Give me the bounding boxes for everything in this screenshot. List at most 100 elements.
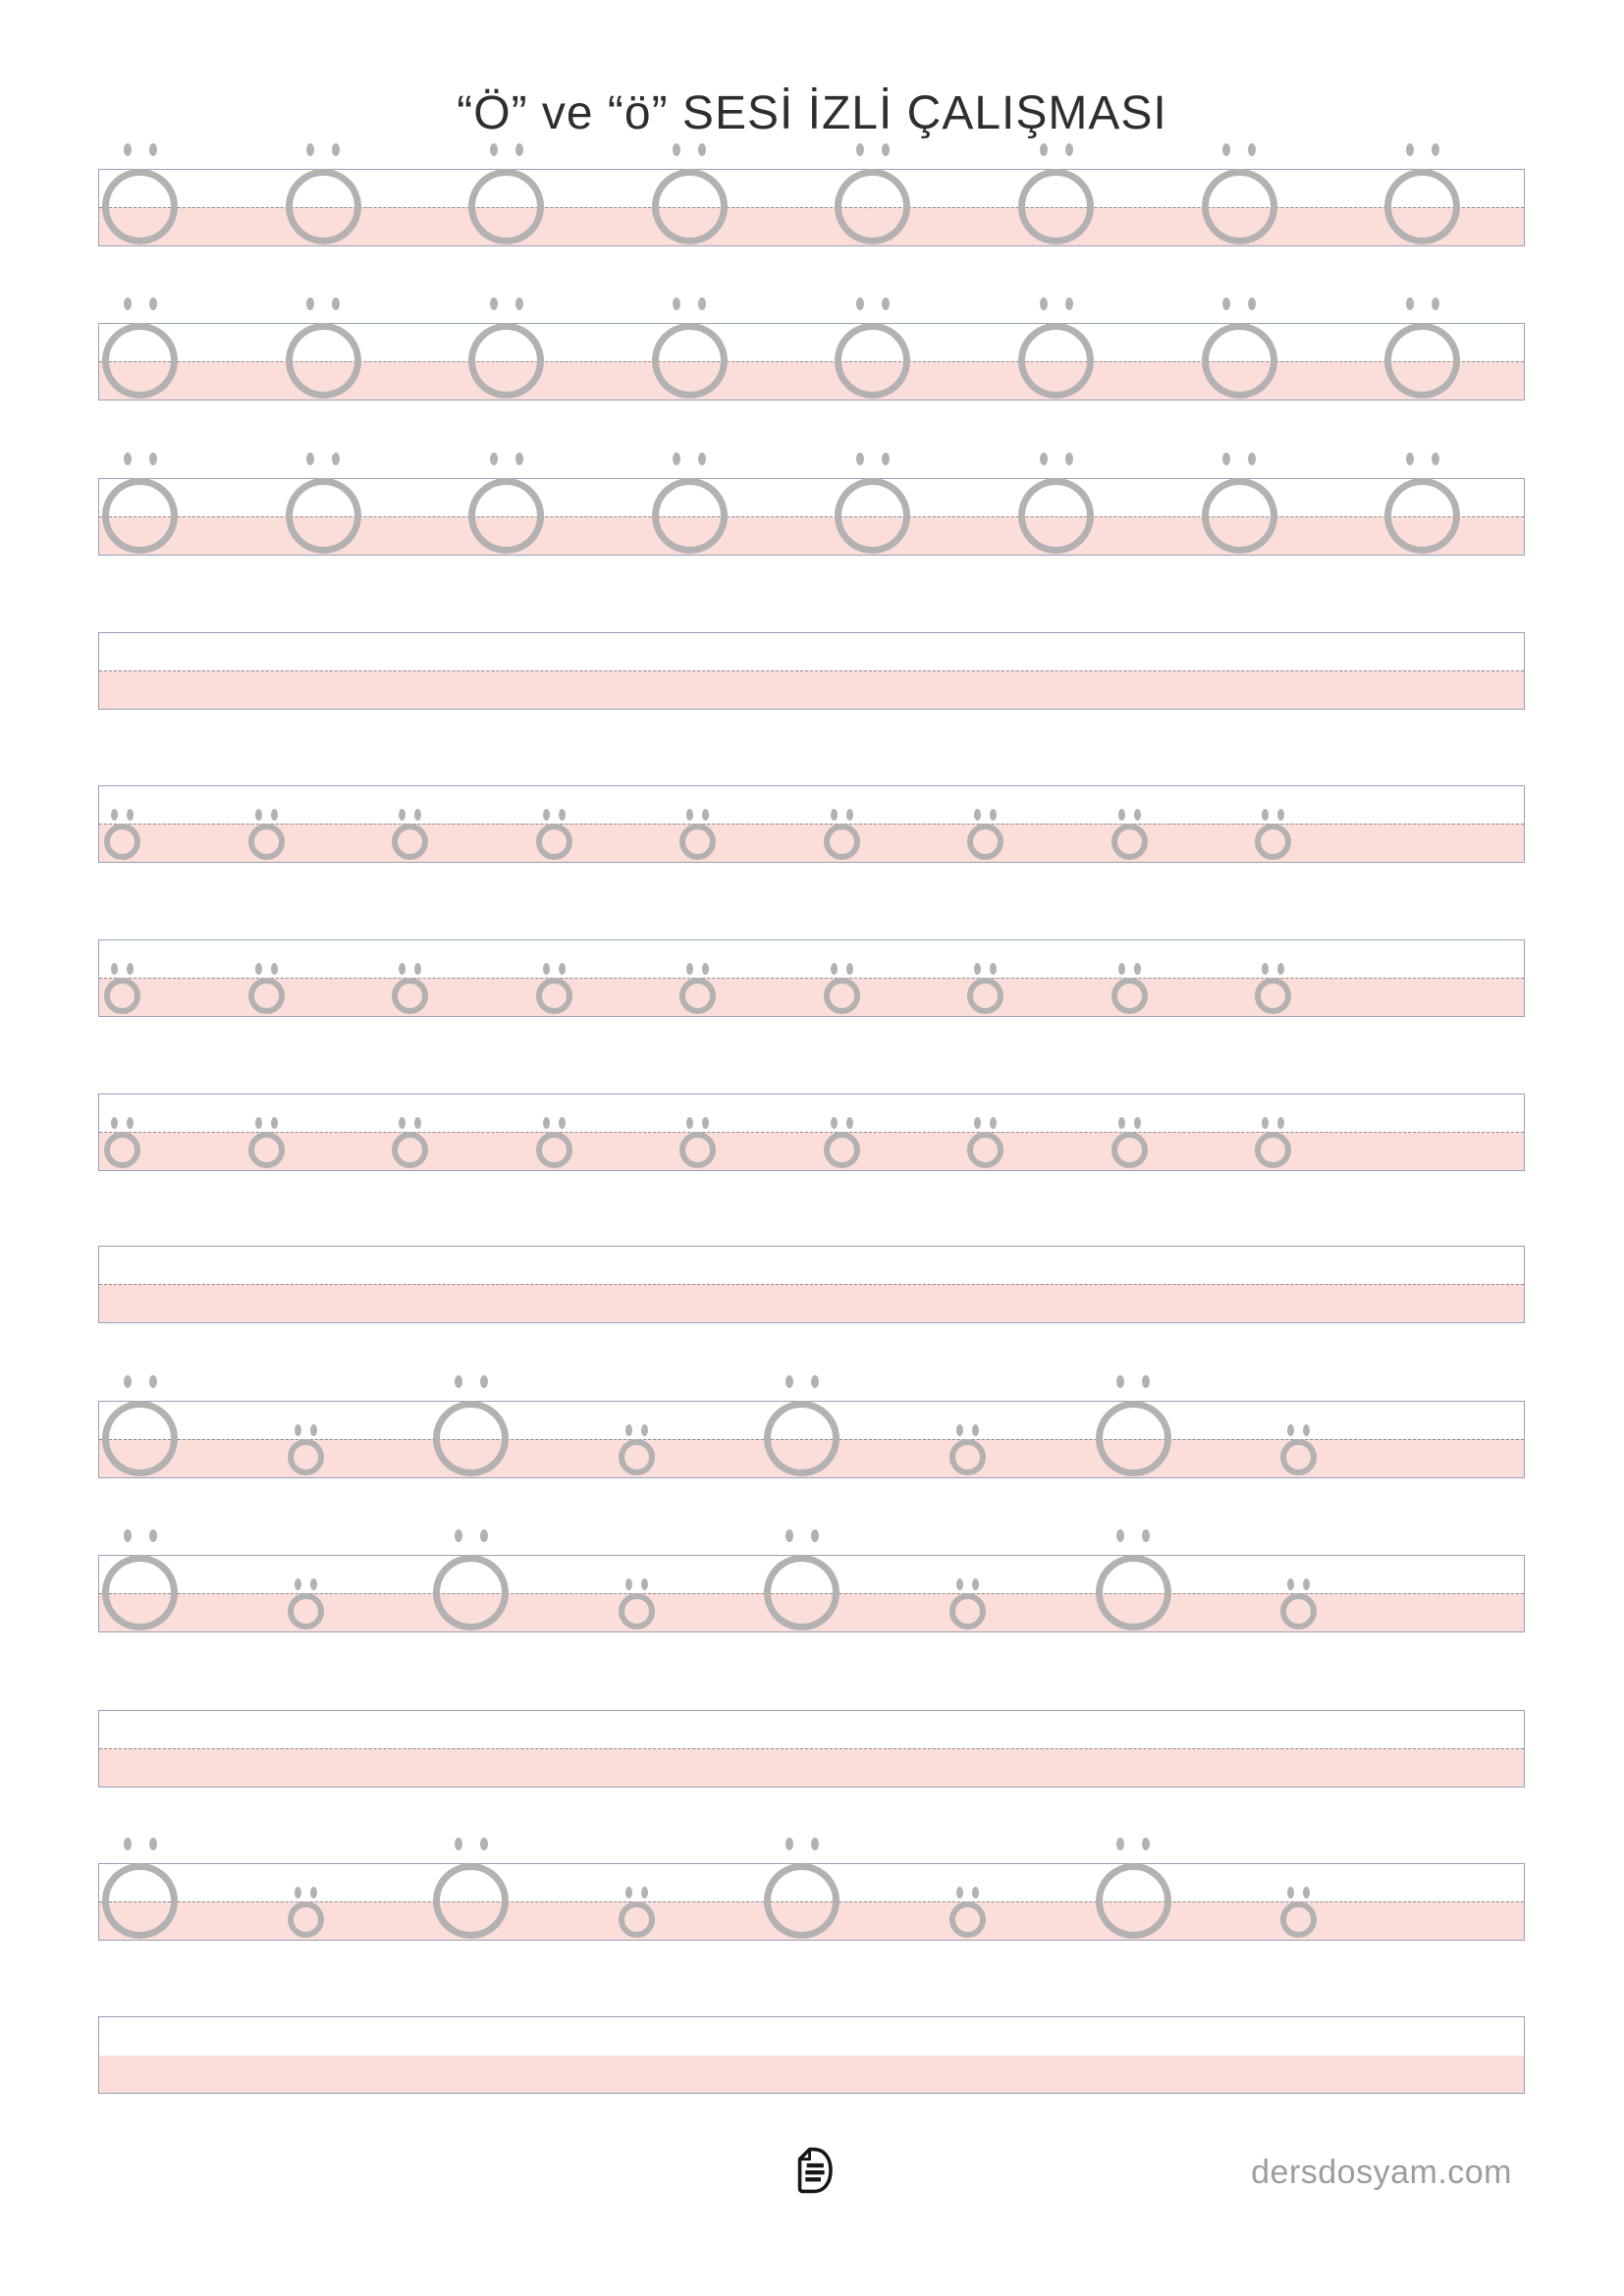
lowercase-o-trace-outline bbox=[823, 824, 860, 860]
lowercase-o-trace-outline bbox=[1280, 1901, 1318, 1938]
umlaut-dot bbox=[1116, 1375, 1125, 1388]
umlaut-dot bbox=[673, 297, 681, 310]
umlaut-dot bbox=[1117, 809, 1125, 821]
lowercase-o-trace-outline bbox=[618, 1439, 655, 1475]
umlaut-dot bbox=[1222, 143, 1231, 156]
umlaut-dot bbox=[972, 1424, 979, 1436]
umlaut-dot bbox=[111, 963, 118, 975]
lowercase-o-trace-outline bbox=[104, 1132, 140, 1168]
uppercase-O-trace-outline bbox=[764, 1863, 840, 1939]
practice-band-row-12-mixed bbox=[98, 1838, 1525, 1941]
umlaut-dot bbox=[294, 1887, 301, 1898]
umlaut-dot bbox=[640, 1887, 648, 1898]
uppercase-O-trace-outline bbox=[835, 478, 911, 554]
band-lower-pink-area bbox=[99, 2056, 1524, 2093]
umlaut-dot bbox=[990, 1117, 997, 1129]
umlaut-dot bbox=[673, 453, 681, 465]
umlaut-dot bbox=[810, 1375, 819, 1388]
umlaut-dot bbox=[1303, 1887, 1311, 1898]
umlaut-dot bbox=[254, 963, 262, 975]
umlaut-dot bbox=[990, 809, 997, 821]
lowercase-o-trace-outline bbox=[535, 1132, 572, 1168]
umlaut-dot bbox=[785, 1375, 793, 1388]
umlaut-dot bbox=[640, 1578, 648, 1590]
umlaut-dot bbox=[1039, 453, 1048, 465]
umlaut-dot bbox=[306, 143, 315, 156]
uppercase-O-trace-outline bbox=[468, 169, 545, 244]
umlaut-dot bbox=[1287, 1424, 1295, 1436]
umlaut-dot bbox=[306, 297, 315, 310]
umlaut-dot bbox=[1142, 1838, 1151, 1850]
umlaut-dot bbox=[956, 1887, 963, 1898]
umlaut-dot bbox=[698, 453, 707, 465]
umlaut-dot bbox=[123, 297, 132, 310]
umlaut-dot bbox=[1039, 143, 1048, 156]
umlaut-dot bbox=[972, 1887, 979, 1898]
umlaut-dot bbox=[489, 453, 498, 465]
umlaut-dot bbox=[558, 963, 566, 975]
lowercase-o-trace-outline bbox=[1255, 978, 1291, 1014]
uppercase-O-trace-outline bbox=[651, 323, 728, 399]
umlaut-dot bbox=[1064, 143, 1073, 156]
uppercase-O-trace-outline bbox=[1384, 478, 1461, 554]
lowercase-o-trace-outline bbox=[967, 978, 1003, 1014]
uppercase-O-trace-outline bbox=[1384, 169, 1461, 244]
umlaut-dot bbox=[514, 453, 523, 465]
umlaut-dot bbox=[1064, 453, 1073, 465]
umlaut-dot bbox=[558, 1117, 566, 1129]
umlaut-dot bbox=[1116, 1838, 1125, 1850]
umlaut-dot bbox=[624, 1578, 632, 1590]
umlaut-dot bbox=[1287, 1578, 1295, 1590]
practice-band-row-2-uppercase bbox=[98, 297, 1525, 400]
umlaut-dot bbox=[990, 963, 997, 975]
lowercase-o-trace-outline bbox=[247, 1132, 285, 1168]
umlaut-dot bbox=[1262, 809, 1269, 821]
practice-band-row-5-lowercase bbox=[98, 785, 1525, 863]
practice-band-row-3-uppercase bbox=[98, 453, 1525, 556]
uppercase-O-trace-outline bbox=[1018, 478, 1094, 554]
umlaut-dot bbox=[479, 1529, 488, 1542]
band-lower-pink-area bbox=[99, 824, 1524, 862]
lowercase-o-trace-outline bbox=[1110, 824, 1148, 860]
umlaut-dot bbox=[127, 809, 134, 821]
umlaut-dot bbox=[454, 1375, 462, 1388]
umlaut-dot bbox=[1277, 1117, 1284, 1129]
lowercase-o-trace-outline bbox=[679, 978, 716, 1014]
lowercase-o-trace-outline bbox=[247, 978, 285, 1014]
umlaut-dot bbox=[956, 1578, 963, 1590]
umlaut-dot bbox=[479, 1375, 488, 1388]
practice-band-row-8-empty bbox=[98, 1246, 1525, 1323]
umlaut-dot bbox=[332, 453, 341, 465]
uppercase-O-trace-outline bbox=[285, 169, 361, 244]
uppercase-O-trace-outline bbox=[1201, 169, 1277, 244]
umlaut-dot bbox=[702, 1117, 709, 1129]
lowercase-o-trace-outline bbox=[247, 824, 285, 860]
umlaut-dot bbox=[1248, 143, 1257, 156]
umlaut-dot bbox=[1142, 1375, 1151, 1388]
lowercase-o-trace-outline bbox=[535, 978, 572, 1014]
uppercase-O-trace-outline bbox=[1018, 169, 1094, 244]
umlaut-dot bbox=[1039, 297, 1048, 310]
umlaut-dot bbox=[270, 1117, 278, 1129]
band-lower-pink-area bbox=[99, 1132, 1524, 1170]
umlaut-dot bbox=[830, 963, 838, 975]
lowercase-o-trace-outline bbox=[1280, 1593, 1318, 1629]
umlaut-dot bbox=[127, 1117, 134, 1129]
umlaut-dot bbox=[148, 143, 157, 156]
band-upper-area bbox=[99, 1711, 1524, 1748]
practice-band-row-7-lowercase bbox=[98, 1094, 1525, 1171]
uppercase-O-trace-outline bbox=[285, 323, 361, 399]
uppercase-O-trace-outline bbox=[651, 169, 728, 244]
lowercase-o-trace-outline bbox=[1255, 824, 1291, 860]
lowercase-o-trace-outline bbox=[823, 1132, 860, 1168]
uppercase-O-trace-outline bbox=[102, 1863, 178, 1939]
umlaut-dot bbox=[332, 143, 341, 156]
uppercase-O-trace-outline bbox=[433, 1555, 510, 1630]
umlaut-dot bbox=[686, 1117, 693, 1129]
lowercase-o-trace-outline bbox=[104, 824, 140, 860]
umlaut-dot bbox=[123, 1375, 132, 1388]
umlaut-dot bbox=[309, 1887, 317, 1898]
uppercase-O-trace-outline bbox=[835, 169, 911, 244]
uppercase-O-trace-outline bbox=[1095, 1555, 1171, 1630]
